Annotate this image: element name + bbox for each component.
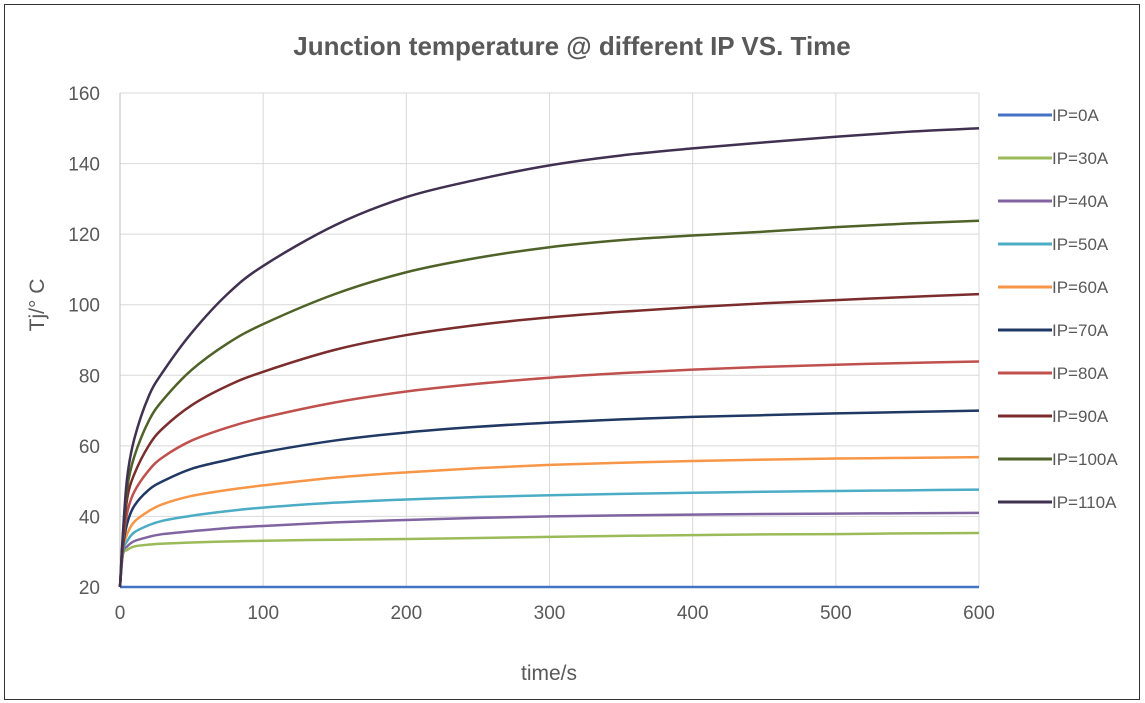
x-axis-label: time/s	[521, 662, 577, 685]
y-tick-label: 80	[79, 366, 100, 387]
legend-label-ip-60a: IP=60A	[1052, 278, 1109, 297]
series-line-ip-60a	[118, 455, 980, 588]
series-line-ip-90a	[118, 292, 980, 588]
legend-label-ip-0a: IP=0A	[1052, 106, 1099, 125]
series-line-ip-110a	[118, 127, 980, 588]
legend: IP=0A IP=30A IP=40A IP=50A IP=60A IP=70A IP=80…	[998, 106, 1118, 512]
grid	[120, 92, 980, 587]
legend-label-ip-70a: IP=70A	[1052, 321, 1109, 340]
chart-title: Junction temperature @ different IP VS. …	[293, 31, 851, 61]
x-tick-label: 300	[534, 603, 566, 624]
y-tick-label: 120	[68, 225, 100, 246]
y-tick-label: 160	[68, 84, 100, 105]
legend-label-ip-80a: IP=80A	[1052, 364, 1109, 383]
series-line-ip-30a	[118, 531, 980, 588]
series-line-ip-70a	[118, 409, 980, 588]
legend-label-ip-50a: IP=50A	[1052, 235, 1109, 254]
x-tick-label: 400	[677, 603, 709, 624]
chart-frame	[4, 4, 1140, 700]
y-tick-label: 100	[68, 296, 100, 317]
legend-label-ip-90a: IP=90A	[1052, 407, 1109, 426]
series-line-ip-100a	[118, 219, 980, 588]
x-tick-label: 200	[390, 603, 422, 624]
legend-label-ip-100a: IP=100A	[1052, 450, 1118, 469]
series-line-ip-40a	[118, 511, 980, 588]
y-tick-label: 60	[79, 437, 100, 458]
x-tick-label: 0	[115, 603, 126, 624]
y-tick-label: 140	[68, 155, 100, 176]
y-tick-label: 20	[79, 578, 100, 599]
x-tick-label: 100	[247, 603, 279, 624]
series-lines	[118, 127, 980, 589]
legend-label-ip-110a: IP=110A	[1052, 493, 1117, 512]
x-tick-label: 600	[963, 603, 995, 624]
series-line-ip-50a	[118, 488, 980, 588]
legend-label-ip-40a: IP=40A	[1052, 192, 1109, 211]
y-axis-label: Tj/° C	[26, 279, 49, 332]
legend-label-ip-30a: IP=30A	[1052, 149, 1109, 168]
x-tick-label: 500	[820, 603, 852, 624]
series-line-ip-80a	[118, 360, 980, 588]
y-tick-label: 40	[79, 507, 100, 528]
